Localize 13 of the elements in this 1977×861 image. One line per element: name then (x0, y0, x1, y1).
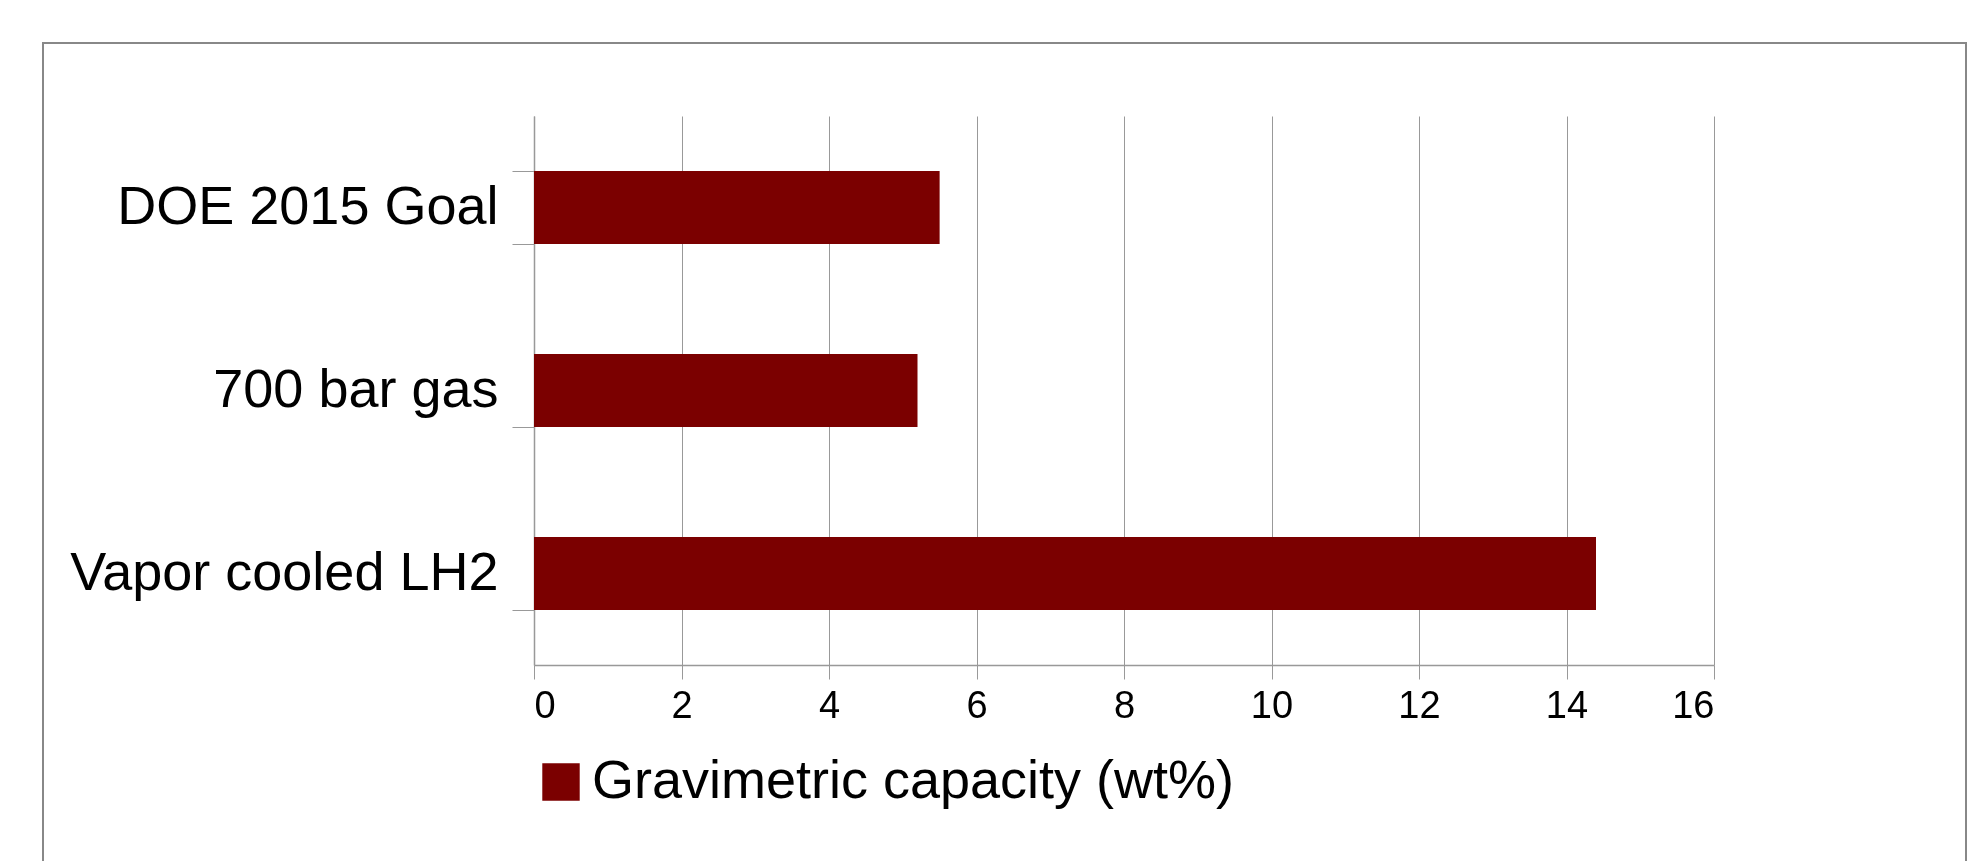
x-tick-label: 12 (1398, 683, 1441, 726)
x-tick-label: 14 (1545, 683, 1589, 726)
x-tick-label: 10 (1250, 683, 1294, 726)
y-tick-label: 700 bar gas (213, 358, 499, 418)
x-tick-label: 2 (671, 683, 693, 726)
x-tick-label: 16 (1672, 683, 1715, 726)
y-tick-label: DOE 2015 Goal (117, 175, 499, 235)
legend-label: Gravimetric capacity (wt%) (592, 749, 1235, 809)
y-tick-label: Vapor cooled LH2 (70, 541, 499, 601)
x-tick-label: 4 (818, 683, 841, 726)
x-tick-label: 8 (1113, 683, 1136, 726)
x-tick-label: 6 (966, 683, 988, 726)
x-tick-label: 0 (534, 683, 556, 726)
